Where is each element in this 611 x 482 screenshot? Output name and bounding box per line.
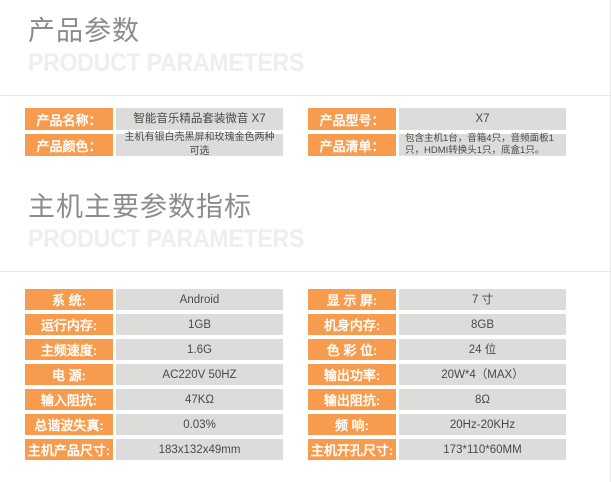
- table-row: 机身内存: 8GB: [308, 314, 566, 335]
- table-row: 主机产品尺寸: 183x132x49mm: [25, 439, 283, 460]
- param-value: Android: [116, 289, 283, 310]
- table-row: 运行内存: 1GB: [25, 314, 283, 335]
- spacer-before-table-1: [0, 96, 610, 108]
- product-info-table: 产品名称： 智能音乐精品套装微音 X7 产品颜色： 主机有银白壳黑屏和玫瑰金色两…: [0, 108, 610, 160]
- param-value: 47KΩ: [116, 389, 283, 410]
- param-label: 系 统:: [25, 289, 113, 310]
- table-row: 主频速度: 1.6G: [25, 339, 283, 360]
- table-row: 产品颜色： 主机有银白壳黑屏和玫瑰金色两种可选: [25, 132, 283, 157]
- spacer-after-heading-1: [0, 78, 610, 95]
- product-info-table-left-column: 产品名称： 智能音乐精品套装微音 X7 产品颜色： 主机有银白壳黑屏和玫瑰金色两…: [25, 108, 283, 160]
- section-1-heading: 产品参数 PRODUCT PARAMETERS: [0, 14, 610, 78]
- param-label: 主频速度:: [25, 339, 113, 360]
- param-label: 产品颜色：: [25, 134, 113, 156]
- spacer-between-sections: [0, 160, 610, 190]
- table-row: 产品型号： X7: [308, 108, 566, 130]
- divider-1: [0, 95, 611, 96]
- param-value: 1GB: [116, 314, 283, 335]
- table-row: 色 彩 位: 24 位: [308, 339, 566, 360]
- param-value: 主机有银白壳黑屏和玫瑰金色两种可选: [116, 132, 283, 157]
- param-value: 8Ω: [399, 389, 566, 410]
- section-2-title-en: PRODUCT PARAMETERS: [28, 225, 305, 253]
- param-value: 智能音乐精品套装微音 X7: [116, 108, 283, 130]
- param-label: 输出功率:: [308, 364, 396, 385]
- table-row: 输入阻抗: 47KΩ: [25, 389, 283, 410]
- param-value: AC220V 50HZ: [116, 364, 283, 385]
- table-row: 输出功率: 20W*4（MAX）: [308, 364, 566, 385]
- param-value: 173*110*60MM: [399, 439, 566, 460]
- param-label: 主机开孔尺寸:: [308, 439, 396, 460]
- table-row: 总谐波失真: 0.03%: [25, 414, 283, 435]
- param-label: 色 彩 位:: [308, 339, 396, 360]
- spacer-before-table-2: [0, 272, 610, 289]
- param-label: 电 源:: [25, 364, 113, 385]
- param-label: 频 响:: [308, 414, 396, 435]
- param-label: 输出阻抗:: [308, 389, 396, 410]
- main-parameters-table: 系 统: Android 运行内存: 1GB 主频速度: 1.6G 电 源: A…: [0, 289, 610, 464]
- param-label: 显 示 屏:: [308, 289, 396, 310]
- param-value: 20W*4（MAX）: [399, 364, 566, 385]
- param-value: 20Hz-20KHz: [399, 414, 566, 435]
- product-info-table-right-column: 产品型号： X7 产品清单： 包含主机1台，音箱4只，音频面板1只，HDMI转换…: [308, 108, 566, 160]
- param-value: 8GB: [399, 314, 566, 335]
- table-row: 电 源: AC220V 50HZ: [25, 364, 283, 385]
- table-row: 频 响: 20Hz-20KHz: [308, 414, 566, 435]
- param-label: 产品名称：: [25, 108, 113, 130]
- main-parameters-left-column: 系 统: Android 运行内存: 1GB 主频速度: 1.6G 电 源: A…: [25, 289, 283, 464]
- table-row: 产品清单： 包含主机1台，音箱4只，音频面板1只，HDMI转换头1只，底盒1只。: [308, 133, 566, 156]
- main-parameters-right-column: 显 示 屏: 7 寸 机身内存: 8GB 色 彩 位: 24 位 输出功率: 2…: [308, 289, 566, 464]
- spacer-top: [0, 0, 610, 14]
- table-row: 输出阻抗: 8Ω: [308, 389, 566, 410]
- param-value: 1.6G: [116, 339, 283, 360]
- param-label: 产品型号：: [308, 108, 396, 130]
- section-1-title-en: PRODUCT PARAMETERS: [28, 49, 305, 77]
- table-row: 系 统: Android: [25, 289, 283, 310]
- param-value: 7 寸: [399, 289, 566, 310]
- param-label: 产品清单：: [308, 134, 396, 156]
- spacer-after-heading-2: [0, 254, 610, 271]
- section-2-title-cn: 主机主要参数指标: [28, 192, 252, 222]
- divider-2: [0, 271, 611, 272]
- param-label: 机身内存:: [308, 314, 396, 335]
- table-row: 产品名称： 智能音乐精品套装微音 X7: [25, 108, 283, 130]
- param-value: 24 位: [399, 339, 566, 360]
- param-label: 运行内存:: [25, 314, 113, 335]
- param-value: X7: [399, 108, 566, 130]
- param-label: 主机产品尺寸:: [25, 439, 113, 460]
- param-label: 总谐波失真:: [25, 414, 113, 435]
- table-row: 主机开孔尺寸: 173*110*60MM: [308, 439, 566, 460]
- section-1-title-cn: 产品参数: [28, 16, 140, 46]
- param-label: 输入阻抗:: [25, 389, 113, 410]
- param-value: 包含主机1台，音箱4只，音频面板1只，HDMI转换头1只，底盒1只。: [399, 133, 566, 156]
- param-value: 183x132x49mm: [116, 439, 283, 460]
- section-2-heading: 主机主要参数指标 PRODUCT PARAMETERS: [0, 190, 610, 254]
- param-value: 0.03%: [116, 414, 283, 435]
- table-row: 显 示 屏: 7 寸: [308, 289, 566, 310]
